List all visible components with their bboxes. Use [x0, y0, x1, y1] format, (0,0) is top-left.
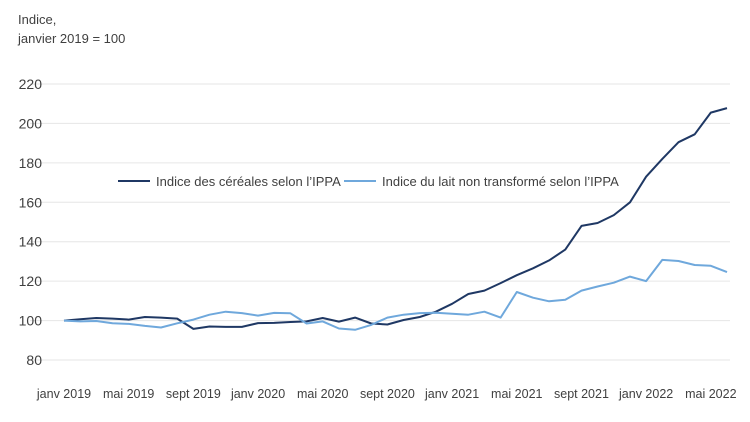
- y-axis-ticks: 80 100 120 140 160 180 200 220: [19, 76, 43, 368]
- x-tick-label: mai 2020: [297, 387, 348, 401]
- legend-label-milk: Indice du lait non transformé selon l’IP…: [382, 174, 619, 189]
- y-tick-label: 80: [26, 352, 42, 368]
- x-axis-ticks: janv 2019 mai 2019 sept 2019 janv 2020 mai 2…: [36, 387, 737, 401]
- series-lines: [63, 107, 728, 331]
- x-tick-label: janv 2020: [230, 387, 285, 401]
- x-tick-label: mai 2021: [491, 387, 542, 401]
- x-tick-label: mai 2019: [103, 387, 154, 401]
- x-tick-label: janv 2022: [618, 387, 673, 401]
- y-axis-title: Indice, janvier 2019 = 100: [18, 10, 125, 48]
- y-tick-label: 180: [19, 155, 43, 171]
- legend: Indice des céréales selon l’IPPA Indice …: [118, 174, 619, 189]
- x-tick-label: sept 2021: [554, 387, 609, 401]
- gridlines: [30, 83, 730, 361]
- x-tick-label: janv 2021: [424, 387, 479, 401]
- x-tick-label: sept 2020: [360, 387, 415, 401]
- series-line-milk: [63, 258, 728, 331]
- y-tick-label: 160: [19, 194, 43, 210]
- y-tick-label: 120: [19, 273, 43, 289]
- x-tick-label: mai 2022: [685, 387, 736, 401]
- series-line-cereals: [63, 107, 728, 330]
- legend-label-cereals: Indice des céréales selon l’IPPA: [156, 174, 341, 189]
- y-axis-title-line1: Indice,: [18, 12, 57, 27]
- y-axis-title-line2: janvier 2019 = 100: [18, 31, 126, 46]
- x-tick-label: janv 2019: [36, 387, 91, 401]
- y-tick-label: 220: [19, 76, 43, 92]
- y-tick-label: 140: [19, 234, 43, 250]
- y-tick-label: 100: [19, 313, 43, 329]
- x-tick-label: sept 2019: [166, 387, 221, 401]
- y-tick-label: 200: [19, 115, 43, 131]
